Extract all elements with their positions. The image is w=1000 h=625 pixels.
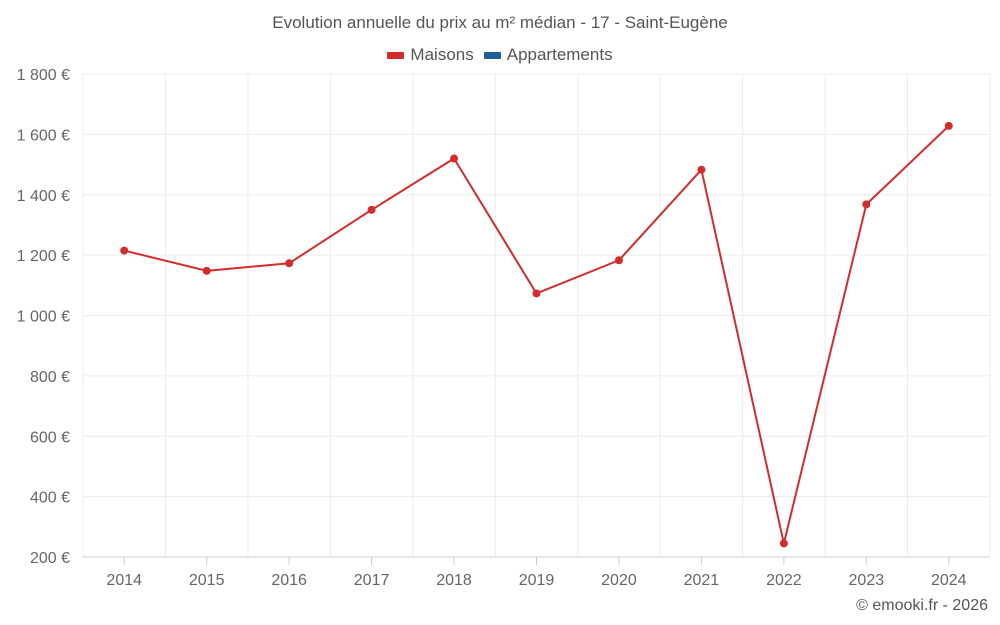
y-tick-label: 200 € bbox=[30, 550, 70, 567]
data-point[interactable]: 2022: 245 bbox=[779, 539, 788, 548]
y-tick-label: 1 400 € bbox=[17, 188, 70, 205]
copyright-footer: © emooki.fr - 2026 bbox=[856, 597, 988, 614]
y-tick-label: 800 € bbox=[30, 369, 70, 386]
y-tick-label: 400 € bbox=[30, 490, 70, 507]
x-tick-label: 2024 bbox=[931, 572, 967, 589]
y-tick-label: 1 000 € bbox=[17, 309, 70, 326]
data-point[interactable]: 2023: 1368 bbox=[862, 200, 871, 209]
data-point[interactable]: 2017: 1350 bbox=[367, 205, 376, 214]
x-tick-label: 2014 bbox=[106, 572, 142, 589]
data-point[interactable]: 2024: 1628 bbox=[944, 121, 953, 130]
legend-item-maisons[interactable]: Maisons bbox=[387, 45, 474, 65]
x-tick-label: 2017 bbox=[354, 572, 390, 589]
axes: 200 € 400 € 600 € 800 € 1 000 € 1 200 € 1 400 … bbox=[17, 67, 990, 589]
legend-label-appartements: Appartements bbox=[506, 45, 613, 64]
chart-title: Evolution annuelle du prix au m² médian … bbox=[272, 13, 728, 32]
legend-swatch-maisons bbox=[387, 51, 405, 59]
data-point[interactable]: 2021: 1483 bbox=[697, 165, 706, 174]
legend-swatch-appartements bbox=[483, 51, 501, 59]
x-tick-label: 2021 bbox=[684, 572, 720, 589]
x-tick-label: 2020 bbox=[601, 572, 637, 589]
y-tick-label: 600 € bbox=[30, 429, 70, 446]
x-tick-label: 2018 bbox=[436, 572, 472, 589]
x-tick-label: 2019 bbox=[519, 572, 555, 589]
series-layer: 2014: 1215 2015: 1148 2016: 1173 2017: 1350… bbox=[120, 121, 953, 548]
data-point[interactable]: 2020: 1183 bbox=[614, 256, 623, 265]
x-tick-label: 2015 bbox=[189, 572, 225, 589]
data-point[interactable]: 2019: 1073 bbox=[532, 289, 541, 298]
legend: Maisons Appartements bbox=[0, 45, 1000, 65]
legend-label-maisons: Maisons bbox=[410, 45, 474, 64]
y-tick-label: 1 800 € bbox=[17, 67, 70, 84]
y-tick-label: 1 200 € bbox=[17, 248, 70, 265]
y-tick-label: 1 600 € bbox=[17, 127, 70, 144]
x-tick-label: 2022 bbox=[766, 572, 802, 589]
data-point[interactable]: 2016: 1173 bbox=[285, 259, 294, 268]
data-point[interactable]: 2014: 1215 bbox=[120, 246, 129, 255]
data-point[interactable]: 2015: 1148 bbox=[202, 266, 211, 275]
x-tick-label: 2023 bbox=[849, 572, 885, 589]
x-tick-label: 2016 bbox=[271, 572, 307, 589]
legend-item-appartements[interactable]: Appartements bbox=[483, 45, 613, 65]
grid bbox=[82, 73, 991, 558]
